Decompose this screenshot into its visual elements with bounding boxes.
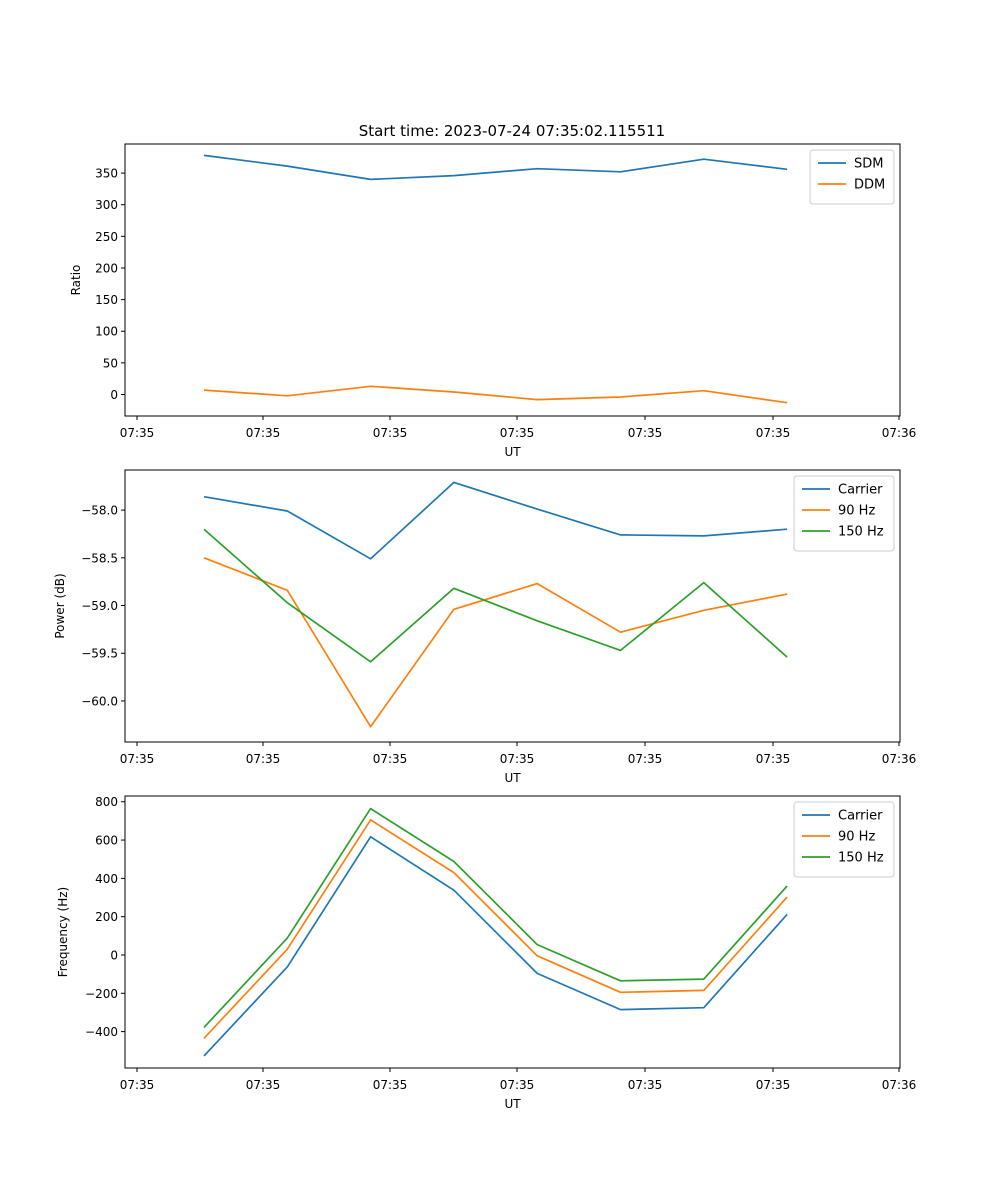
x-tick-label: 07:35 bbox=[628, 1078, 663, 1092]
figure-title: Start time: 2023-07-24 07:35:02.115511 bbox=[359, 122, 665, 140]
series-line-sdm bbox=[203, 154, 788, 181]
y-tick-label: 400 bbox=[95, 872, 118, 886]
x-tick-label: 07:36 bbox=[882, 752, 917, 766]
y-axis-label: Ratio bbox=[69, 265, 83, 296]
series-line-90-hz bbox=[203, 819, 788, 1039]
legend: Carrier 90 Hz 150 Hz bbox=[793, 801, 895, 878]
x-tick-label: 07:35 bbox=[500, 1078, 535, 1092]
x-tick-label: 07:35 bbox=[628, 752, 663, 766]
chart-frequency: 07:35 07:35 07:35 07:35 07:35 07:35 07:36 −400 −… bbox=[56, 795, 916, 1111]
axes-frame bbox=[124, 469, 901, 743]
x-tick-label: 07:35 bbox=[120, 752, 155, 766]
legend-box bbox=[793, 801, 895, 878]
y-tick-label: 50 bbox=[103, 356, 118, 370]
y-tick-label: −60.0 bbox=[81, 694, 118, 708]
y-tick-label: −58.5 bbox=[81, 551, 118, 565]
legend: SDM DDM bbox=[809, 149, 895, 205]
y-tick-label: 150 bbox=[95, 293, 118, 307]
axes-frame bbox=[124, 143, 901, 417]
x-tick-label: 07:35 bbox=[246, 1078, 281, 1092]
legend-label: 90 Hz bbox=[838, 830, 875, 845]
y-tick-label: 0 bbox=[110, 388, 118, 402]
x-tick-label: 07:35 bbox=[120, 1078, 155, 1092]
x-tick-label: 07:35 bbox=[500, 426, 535, 440]
y-tick-label: 300 bbox=[95, 198, 118, 212]
y-axis-label: Power (dB) bbox=[53, 573, 67, 638]
x-axis-label: UT bbox=[504, 445, 521, 459]
chart-power: 07:35 07:35 07:35 07:35 07:35 07:35 07:36 −60.0… bbox=[53, 469, 917, 785]
x-tick-label: 07:35 bbox=[500, 752, 535, 766]
series-line-carrier bbox=[203, 835, 788, 1057]
x-tick-label: 07:35 bbox=[628, 426, 663, 440]
y-tick-label: −59.5 bbox=[81, 647, 118, 661]
y-axis-label: Frequency (Hz) bbox=[56, 887, 70, 978]
series-line-150-hz bbox=[203, 528, 788, 663]
series-line-ddm bbox=[203, 385, 788, 404]
y-tick-label: 200 bbox=[95, 261, 118, 275]
x-axis-label: UT bbox=[504, 771, 521, 785]
chart-ratio: 07:35 07:35 07:35 07:35 07:35 07:35 07:36 0 50 10… bbox=[69, 143, 917, 459]
x-tick-label: 07:35 bbox=[246, 752, 281, 766]
x-axis-label: UT bbox=[504, 1097, 521, 1111]
y-tick-label: 350 bbox=[95, 167, 118, 181]
y-tick-label: −59.0 bbox=[81, 599, 118, 613]
legend-label: 150 Hz bbox=[838, 851, 884, 866]
x-tick-label: 07:35 bbox=[756, 1078, 791, 1092]
x-tick-label: 07:35 bbox=[756, 426, 791, 440]
legend-label: 90 Hz bbox=[838, 504, 875, 519]
x-tick-label: 07:35 bbox=[246, 426, 281, 440]
axes-frame bbox=[124, 795, 901, 1069]
series-line-carrier bbox=[203, 481, 788, 560]
x-tick-label: 07:36 bbox=[882, 1078, 917, 1092]
y-tick-label: −200 bbox=[85, 987, 118, 1001]
y-tick-label: 250 bbox=[95, 230, 118, 244]
series-line-150-hz bbox=[203, 807, 788, 1028]
legend: Carrier 90 Hz 150 Hz bbox=[793, 475, 895, 552]
y-tick-label: 800 bbox=[95, 795, 118, 809]
legend-box bbox=[793, 475, 895, 552]
legend-label: 150 Hz bbox=[838, 525, 884, 540]
y-tick-label: 100 bbox=[95, 325, 118, 339]
y-tick-label: −58.0 bbox=[81, 504, 118, 518]
series-line-90-hz bbox=[203, 557, 788, 728]
x-tick-label: 07:35 bbox=[373, 426, 408, 440]
x-tick-label: 07:35 bbox=[373, 752, 408, 766]
legend-label: DDM bbox=[854, 178, 885, 193]
x-tick-label: 07:35 bbox=[373, 1078, 408, 1092]
y-tick-label: 0 bbox=[110, 948, 118, 962]
legend-label: SDM bbox=[854, 157, 883, 172]
legend-label: Carrier bbox=[838, 809, 883, 824]
x-tick-label: 07:35 bbox=[120, 426, 155, 440]
y-tick-label: 200 bbox=[95, 910, 118, 924]
y-tick-label: 600 bbox=[95, 834, 118, 848]
legend-label: Carrier bbox=[838, 483, 883, 498]
y-tick-label: −400 bbox=[85, 1025, 118, 1039]
x-tick-label: 07:36 bbox=[882, 426, 917, 440]
x-tick-label: 07:35 bbox=[756, 752, 791, 766]
